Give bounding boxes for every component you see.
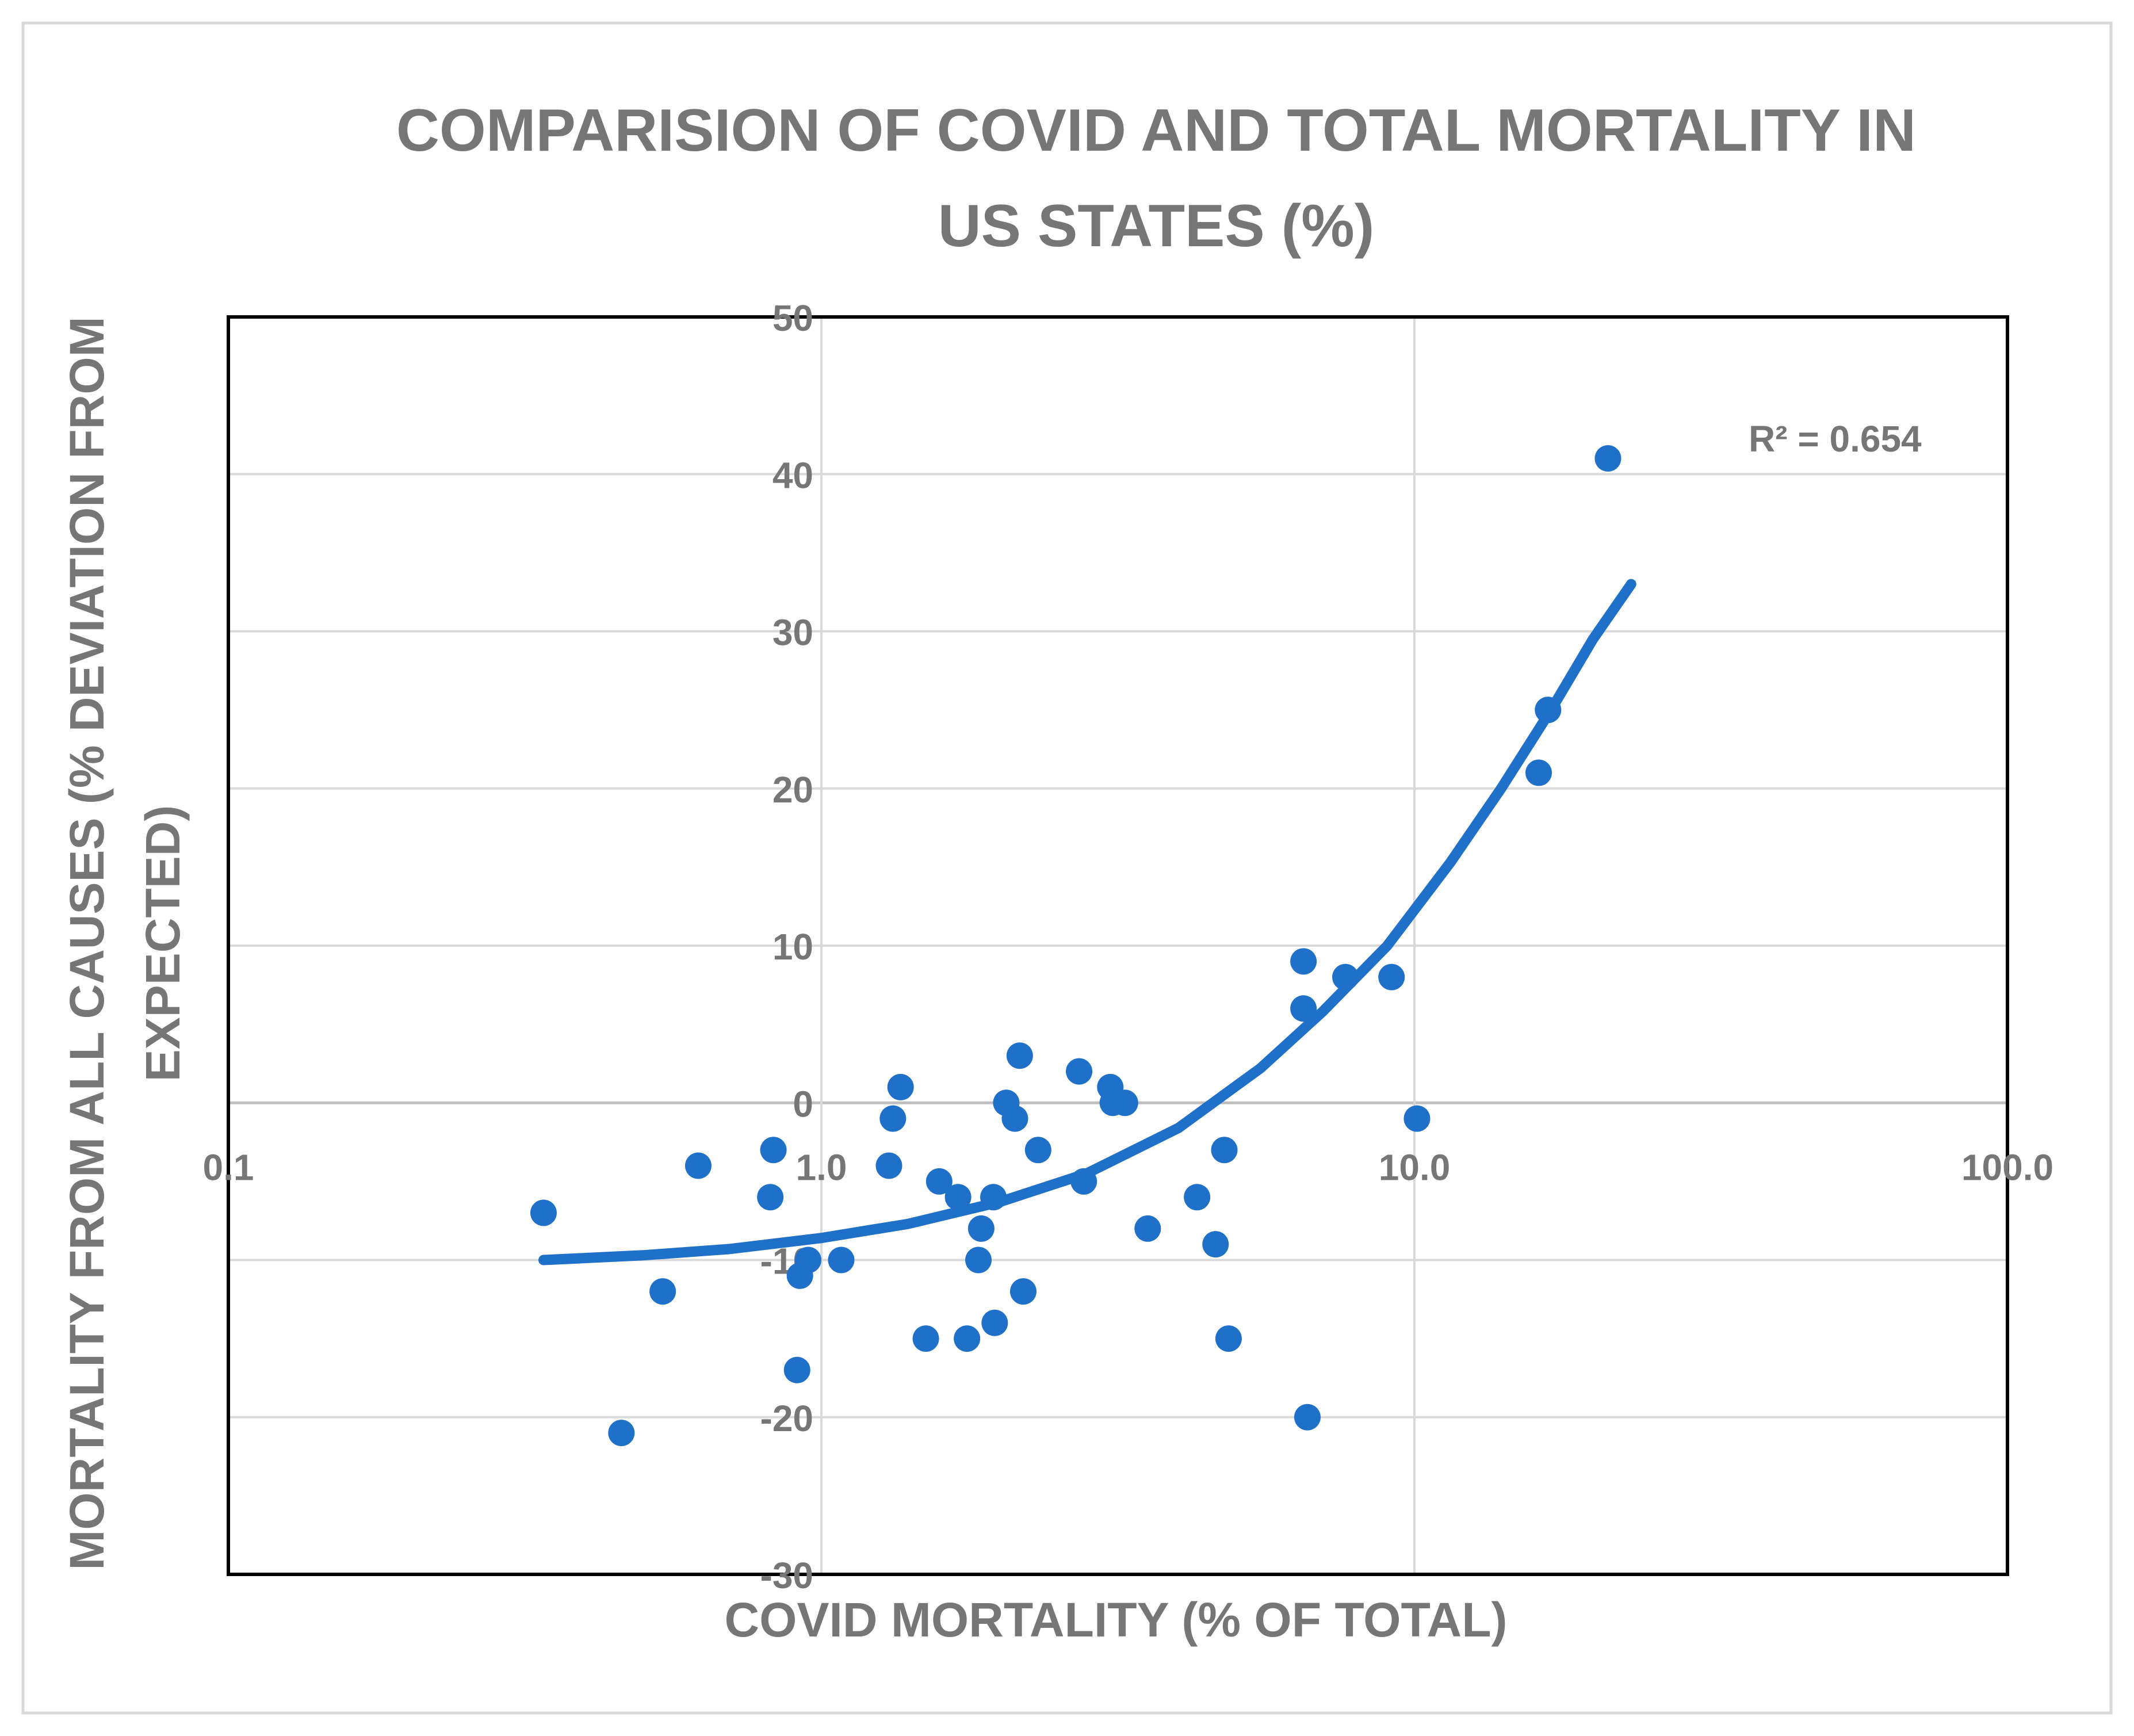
data-point <box>967 1215 995 1242</box>
r-squared-label: R² = 0.654 <box>1749 418 1922 460</box>
y-tick-label: 40 <box>772 454 813 496</box>
data-point <box>1009 1278 1037 1305</box>
data-point <box>926 1168 953 1195</box>
x-tick-label: 1.0 <box>796 1146 847 1188</box>
data-point <box>1290 948 1317 975</box>
y-tick-label: 50 <box>772 297 813 339</box>
data-point <box>1594 445 1621 472</box>
data-point <box>1024 1137 1051 1164</box>
y-tick-label: -30 <box>760 1555 814 1596</box>
data-point <box>1066 1058 1093 1085</box>
data-point <box>1290 995 1317 1022</box>
y-tick-label: -20 <box>760 1398 814 1439</box>
x-tick-label: 10.0 <box>1379 1146 1451 1188</box>
data-point <box>1403 1105 1431 1132</box>
data-point <box>1215 1325 1242 1352</box>
data-point <box>954 1325 981 1352</box>
data-point <box>1134 1215 1161 1242</box>
y-tick-label: 30 <box>772 612 813 653</box>
x-tick-label: 0.1 <box>203 1146 254 1188</box>
data-point <box>684 1152 712 1179</box>
data-point <box>795 1246 822 1274</box>
data-point <box>1332 963 1359 991</box>
data-point <box>887 1073 914 1100</box>
data-point <box>649 1278 676 1305</box>
y-tick-label: 20 <box>772 769 813 810</box>
data-point <box>608 1420 635 1447</box>
data-point <box>1184 1184 1211 1211</box>
data-point <box>1070 1168 1097 1195</box>
data-point <box>757 1184 784 1211</box>
data-point <box>530 1199 557 1226</box>
y-tick-label: 0 <box>793 1083 813 1125</box>
data-point <box>783 1356 810 1383</box>
data-point <box>1525 759 1552 786</box>
data-point <box>1202 1231 1229 1258</box>
data-point <box>879 1105 907 1132</box>
y-axis-title-line-2: EXPECTED) <box>136 805 190 1082</box>
data-point <box>1111 1089 1138 1116</box>
data-point <box>912 1325 939 1352</box>
chart-area-border <box>21 21 2113 1715</box>
data-point <box>980 1184 1007 1211</box>
data-point <box>828 1246 855 1274</box>
data-point <box>1535 697 1562 724</box>
x-axis-title: COVID MORTALITY (% OF TOTAL) <box>724 1593 1507 1647</box>
exponential-trendline <box>538 579 1636 1265</box>
data-point <box>1001 1105 1028 1132</box>
data-point <box>944 1184 972 1211</box>
data-point <box>760 1137 787 1164</box>
data-point <box>981 1309 1008 1336</box>
x-tick-label: 100.0 <box>1961 1146 2053 1188</box>
y-axis-title-line-1: MORTALITY FROM ALL CAUSES (% DEVIATION F… <box>60 316 114 1570</box>
chart-title-line-2: US STATES (%) <box>938 193 1375 259</box>
plot-area-frame <box>227 315 2009 1576</box>
data-point <box>1006 1042 1033 1069</box>
scatter-points <box>530 445 1621 1447</box>
y-tick-label: 10 <box>772 926 813 968</box>
x-axis-tick-labels: 0.1 1.0 10.0 100.0 <box>203 1146 2054 1188</box>
data-point <box>875 1152 902 1179</box>
data-point <box>1378 963 1405 991</box>
data-point <box>1294 1404 1321 1431</box>
data-point <box>965 1246 992 1274</box>
chart-title-line-1: COMPARISION OF COVID AND TOTAL MORTALITY… <box>396 97 1916 164</box>
data-point <box>1211 1137 1238 1164</box>
